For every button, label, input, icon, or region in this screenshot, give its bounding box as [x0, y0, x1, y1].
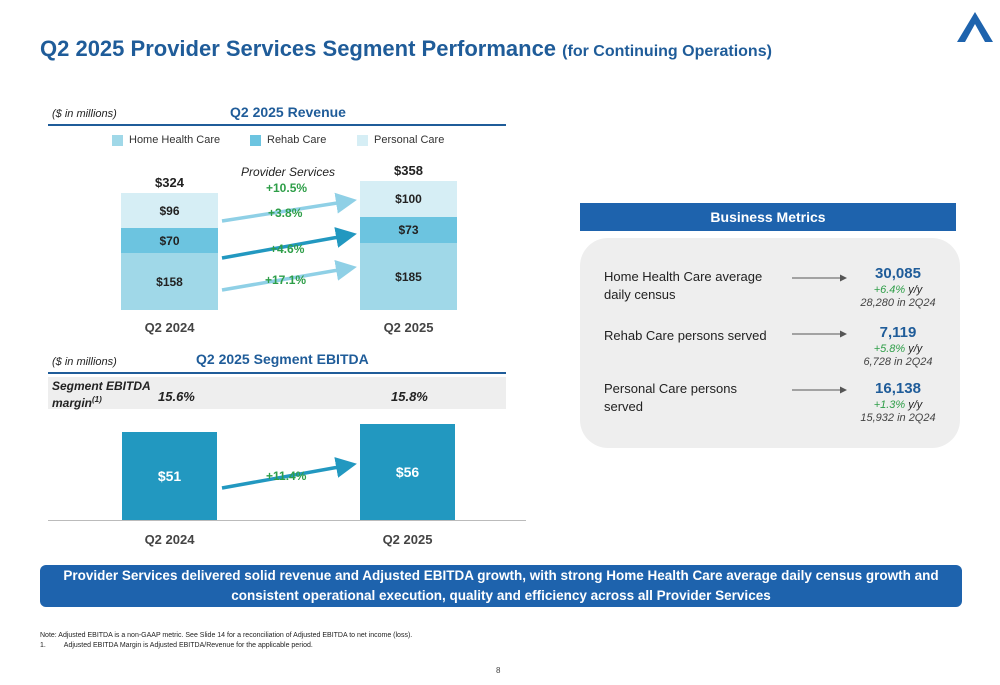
- metric-prior-personal: 15,932 in 2Q24: [860, 412, 936, 424]
- business-metrics-panel: [580, 238, 960, 448]
- growth-personal-care: +3.8%: [268, 206, 303, 220]
- metric-growth-home-health: +6.4% y/y: [838, 284, 958, 296]
- metric-growth-personal-yy: y/y: [908, 399, 923, 411]
- ebitda-margin-q2-2025: 15.8%: [391, 389, 428, 404]
- page-title: Q2 2025 Provider Services Segment Perfor…: [40, 36, 772, 62]
- ebitda-margin-footnote-ref: (1): [92, 395, 102, 404]
- growth-rehab-care: +4.6%: [270, 242, 305, 256]
- footnote-1: 1. Adjusted EBITDA Margin is Adjusted EB…: [40, 642, 313, 649]
- ebitda-margin-label-text: Segment EBITDA margin: [52, 379, 151, 410]
- ebitda-margin-row: [48, 377, 506, 409]
- provider-services-label: Provider Services: [240, 165, 336, 179]
- legend-swatch-personal-care: [357, 134, 368, 146]
- arrow-home-health-care: [221, 260, 357, 292]
- arrow-personal-care: [221, 192, 357, 223]
- page-subtitle: (for Continuing Operations): [562, 43, 772, 60]
- aveanna-a-logo-icon: [957, 12, 993, 42]
- legend-swatch-home-health-care: [112, 134, 123, 146]
- legend-label-home-health-care: Home Health Care: [129, 134, 221, 146]
- page-number: 8: [496, 666, 501, 675]
- metric-prior-home-health: 28,280 in 2Q24: [860, 297, 936, 309]
- legend-label-rehab-care: Rehab Care: [267, 134, 327, 146]
- revenue-unit-label: ($ in millions): [52, 108, 117, 120]
- metric-label-home-health: Home Health Care average daily census: [604, 269, 763, 302]
- metric-growth-home-health-yy: y/y: [908, 284, 923, 296]
- ebitda-unit-label: ($ in millions): [52, 356, 117, 368]
- ebitda-title-rule: [48, 372, 506, 374]
- legend-rehab-care: Rehab Care: [250, 134, 326, 146]
- footnote-1-text: Adjusted EBITDA Margin is Adjusted EBITD…: [63, 642, 313, 649]
- ebitda-margin-q2-2024: 15.6%: [158, 389, 195, 404]
- metric-value-personal: 16,138: [875, 380, 921, 397]
- revenue-title-rule: [48, 124, 506, 126]
- legend-label-personal-care: Personal Care: [374, 134, 445, 146]
- metric-growth-personal: +1.3% y/y: [838, 399, 958, 411]
- growth-home-health-care: +17.1%: [265, 273, 307, 287]
- business-metrics-header: Business Metrics: [580, 203, 956, 231]
- ebitda-margin-label: Segment EBITDA margin(1): [52, 379, 162, 410]
- metric-value-rehab: 7,119: [879, 324, 917, 341]
- growth-ebitda: +11.4%: [266, 469, 307, 483]
- page-title-text: Q2 2025 Provider Services Segment Perfor…: [40, 36, 557, 61]
- arrow-rehab-care: [221, 227, 357, 260]
- metric-growth-home-health-pct: +6.4%: [873, 284, 906, 296]
- metric-growth-personal-pct: +1.3%: [873, 399, 906, 411]
- metric-growth-rehab-yy: y/y: [908, 343, 923, 355]
- legend-home-health-care: Home Health Care: [112, 134, 220, 146]
- legend-personal-care: Personal Care: [357, 134, 444, 146]
- footnote-1-number: 1.: [40, 642, 46, 649]
- metric-label-personal: Personal Care persons served: [604, 381, 737, 414]
- metric-growth-rehab-pct: +5.8%: [873, 343, 906, 355]
- metric-growth-rehab: +5.8% y/y: [838, 343, 958, 355]
- provider-services-growth: +10.5%: [266, 181, 308, 195]
- legend-swatch-rehab-care: [250, 134, 261, 146]
- metric-prior-rehab: 6,728 in 2Q24: [863, 356, 933, 368]
- arrow-ebitda: [221, 457, 357, 490]
- revenue-title: Q2 2025 Revenue: [230, 104, 346, 120]
- ebitda-title: Q2 2025 Segment EBITDA: [196, 351, 369, 367]
- footnote-note: Note: Adjusted EBITDA is a non-GAAP metr…: [40, 632, 413, 639]
- summary-banner: Provider Services delivered solid revenu…: [40, 565, 962, 607]
- metric-value-home-health: 30,085: [875, 265, 921, 282]
- metric-label-rehab: Rehab Care persons served: [604, 328, 767, 343]
